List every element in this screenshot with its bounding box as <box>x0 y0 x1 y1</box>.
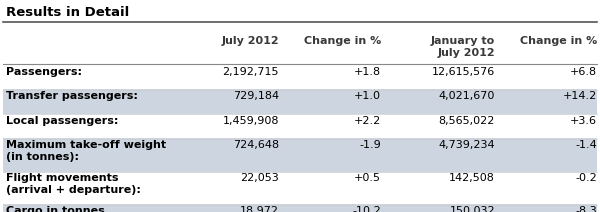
Text: Results in Detail: Results in Detail <box>6 6 129 19</box>
Text: -8.3: -8.3 <box>575 206 597 212</box>
Text: 150,032: 150,032 <box>449 206 495 212</box>
Text: -0.2: -0.2 <box>575 173 597 183</box>
Text: +14.2: +14.2 <box>563 91 597 101</box>
Text: 2,192,715: 2,192,715 <box>223 67 279 77</box>
Text: +6.8: +6.8 <box>570 67 597 77</box>
Text: Transfer passengers:: Transfer passengers: <box>6 91 138 101</box>
Text: 4,739,234: 4,739,234 <box>439 140 495 150</box>
Text: 729,184: 729,184 <box>233 91 279 101</box>
FancyBboxPatch shape <box>3 204 597 212</box>
Text: 724,648: 724,648 <box>233 140 279 150</box>
Text: 12,615,576: 12,615,576 <box>432 67 495 77</box>
Text: January to
July 2012: January to July 2012 <box>431 36 495 58</box>
Text: -1.9: -1.9 <box>359 140 381 150</box>
Text: +1.0: +1.0 <box>354 91 381 101</box>
Text: 8,565,022: 8,565,022 <box>439 116 495 126</box>
FancyBboxPatch shape <box>3 138 597 172</box>
Text: +2.2: +2.2 <box>354 116 381 126</box>
Text: Maximum take-off weight
(in tonnes):: Maximum take-off weight (in tonnes): <box>6 140 166 162</box>
Text: Passengers:: Passengers: <box>6 67 82 77</box>
Text: +3.6: +3.6 <box>570 116 597 126</box>
Text: -10.2: -10.2 <box>352 206 381 212</box>
Text: +1.8: +1.8 <box>354 67 381 77</box>
Text: 22,053: 22,053 <box>240 173 279 183</box>
Text: Change in %: Change in % <box>520 36 597 46</box>
Text: +0.5: +0.5 <box>354 173 381 183</box>
Text: Change in %: Change in % <box>304 36 381 46</box>
Text: 142,508: 142,508 <box>449 173 495 183</box>
Text: -1.4: -1.4 <box>575 140 597 150</box>
Text: 1,459,908: 1,459,908 <box>223 116 279 126</box>
Text: Local passengers:: Local passengers: <box>6 116 118 126</box>
Text: Cargo in tonnes
(air cargo and trucking):: Cargo in tonnes (air cargo and trucking)… <box>6 206 160 212</box>
Text: 4,021,670: 4,021,670 <box>439 91 495 101</box>
Text: 18,972: 18,972 <box>240 206 279 212</box>
FancyBboxPatch shape <box>3 89 597 114</box>
Text: July 2012: July 2012 <box>221 36 279 46</box>
Text: Flight movements
(arrival + departure):: Flight movements (arrival + departure): <box>6 173 141 195</box>
